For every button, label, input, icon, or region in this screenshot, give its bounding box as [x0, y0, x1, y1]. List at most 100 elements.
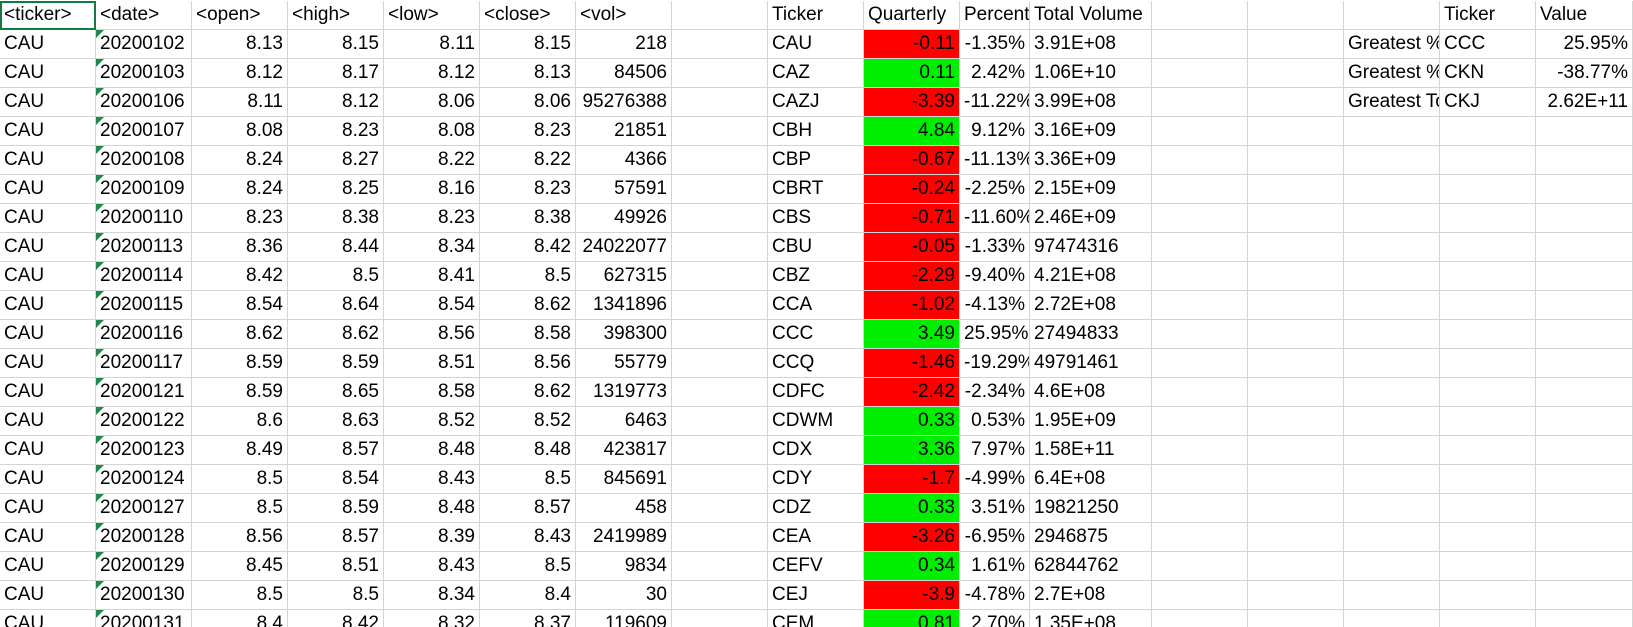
cell-ticker[interactable]: CAU — [0, 436, 96, 465]
greatest-label[interactable]: Greatest % Decrease — [1344, 59, 1440, 88]
cell-date[interactable]: 20200108 — [96, 146, 192, 175]
cell[interactable] — [1152, 407, 1248, 436]
greatest-value[interactable]: -38.77% — [1536, 59, 1633, 88]
column-header[interactable]: Quarterly — [864, 1, 960, 30]
cell-date[interactable]: 20200116 — [96, 320, 192, 349]
cell[interactable] — [1440, 610, 1536, 627]
cell[interactable] — [1440, 204, 1536, 233]
total-volume[interactable]: 2.15E+09 — [1030, 175, 1152, 204]
cell[interactable] — [1152, 233, 1248, 262]
cell-close[interactable]: 8.38 — [480, 204, 576, 233]
cell-low[interactable]: 8.16 — [384, 175, 480, 204]
cell-ticker[interactable]: CAU — [0, 581, 96, 610]
cell-low[interactable]: 8.08 — [384, 117, 480, 146]
cell-vol[interactable]: 119609 — [576, 610, 672, 627]
quarterly-change[interactable]: -1.46 — [864, 349, 960, 378]
total-volume[interactable]: 4.21E+08 — [1030, 262, 1152, 291]
cell-open[interactable]: 8.13 — [192, 30, 288, 59]
cell[interactable] — [1440, 262, 1536, 291]
cell-ticker[interactable]: CAU — [0, 233, 96, 262]
quarterly-change[interactable]: -0.11 — [864, 30, 960, 59]
cell-date[interactable]: 20200128 — [96, 523, 192, 552]
summary-ticker[interactable]: CDFC — [768, 378, 864, 407]
cell-high[interactable]: 8.57 — [288, 436, 384, 465]
cell[interactable] — [1536, 175, 1633, 204]
cell-vol[interactable]: 49926 — [576, 204, 672, 233]
summary-ticker[interactable]: CBRT — [768, 175, 864, 204]
total-volume[interactable]: 1.06E+10 — [1030, 59, 1152, 88]
total-volume[interactable]: 2.72E+08 — [1030, 291, 1152, 320]
cell[interactable] — [1440, 349, 1536, 378]
cell-low[interactable]: 8.23 — [384, 204, 480, 233]
quarterly-change[interactable]: -1.7 — [864, 465, 960, 494]
column-header[interactable]: <close> — [480, 1, 576, 30]
cell[interactable] — [1152, 581, 1248, 610]
cell[interactable] — [1440, 233, 1536, 262]
cell-low[interactable]: 8.56 — [384, 320, 480, 349]
summary-ticker[interactable]: CCQ — [768, 349, 864, 378]
cell-vol[interactable]: 9834 — [576, 552, 672, 581]
cell-high[interactable]: 8.15 — [288, 30, 384, 59]
cell[interactable] — [672, 436, 768, 465]
summary-ticker[interactable]: CDWM — [768, 407, 864, 436]
cell-low[interactable]: 8.48 — [384, 436, 480, 465]
cell[interactable] — [1248, 59, 1344, 88]
summary-ticker[interactable]: CCC — [768, 320, 864, 349]
cell-ticker[interactable]: CAU — [0, 465, 96, 494]
cell[interactable] — [672, 88, 768, 117]
summary-ticker[interactable]: CEFV — [768, 552, 864, 581]
cell-close[interactable]: 8.58 — [480, 320, 576, 349]
greatest-value[interactable]: 25.95% — [1536, 30, 1633, 59]
cell-date[interactable]: 20200122 — [96, 407, 192, 436]
cell-ticker[interactable]: CAU — [0, 30, 96, 59]
cell-vol[interactable]: 84506 — [576, 59, 672, 88]
cell-close[interactable]: 8.43 — [480, 523, 576, 552]
cell[interactable] — [1248, 349, 1344, 378]
cell[interactable] — [1536, 233, 1633, 262]
cell-open[interactable]: 8.45 — [192, 552, 288, 581]
cell[interactable] — [1248, 320, 1344, 349]
cell-date[interactable]: 20200127 — [96, 494, 192, 523]
cell-low[interactable]: 8.52 — [384, 407, 480, 436]
cell-ticker[interactable]: CAU — [0, 146, 96, 175]
greatest-ticker[interactable]: CCC — [1440, 30, 1536, 59]
cell[interactable] — [1440, 146, 1536, 175]
cell[interactable] — [1440, 494, 1536, 523]
cell[interactable] — [672, 233, 768, 262]
quarterly-change[interactable]: -0.05 — [864, 233, 960, 262]
cell[interactable] — [672, 30, 768, 59]
quarterly-change[interactable]: 4.84 — [864, 117, 960, 146]
summary-ticker[interactable]: CDY — [768, 465, 864, 494]
cell-high[interactable]: 8.63 — [288, 407, 384, 436]
cell-ticker[interactable]: CAU — [0, 59, 96, 88]
cell[interactable] — [1536, 581, 1633, 610]
cell[interactable] — [1440, 436, 1536, 465]
cell-ticker[interactable]: CAU — [0, 262, 96, 291]
cell-low[interactable]: 8.34 — [384, 233, 480, 262]
summary-ticker[interactable]: CBU — [768, 233, 864, 262]
cell-open[interactable]: 8.5 — [192, 465, 288, 494]
cell[interactable] — [1344, 1, 1440, 30]
cell[interactable] — [1536, 291, 1633, 320]
cell[interactable] — [1248, 465, 1344, 494]
cell[interactable] — [1344, 378, 1440, 407]
cell[interactable] — [672, 349, 768, 378]
summary-ticker[interactable]: CAZJ — [768, 88, 864, 117]
cell[interactable] — [1152, 30, 1248, 59]
cell-low[interactable]: 8.43 — [384, 465, 480, 494]
cell-high[interactable]: 8.64 — [288, 291, 384, 320]
column-header[interactable]: Ticker — [1440, 1, 1536, 30]
cell[interactable] — [1344, 146, 1440, 175]
cell[interactable] — [1248, 146, 1344, 175]
cell-ticker[interactable]: CAU — [0, 523, 96, 552]
cell-high[interactable]: 8.12 — [288, 88, 384, 117]
cell[interactable] — [1536, 407, 1633, 436]
cell-high[interactable]: 8.65 — [288, 378, 384, 407]
cell-date[interactable]: 20200121 — [96, 378, 192, 407]
cell[interactable] — [672, 378, 768, 407]
total-volume[interactable]: 2.7E+08 — [1030, 581, 1152, 610]
cell-ticker[interactable]: CAU — [0, 175, 96, 204]
cell-date[interactable]: 20200130 — [96, 581, 192, 610]
summary-ticker[interactable]: CDZ — [768, 494, 864, 523]
total-volume[interactable]: 2.46E+09 — [1030, 204, 1152, 233]
